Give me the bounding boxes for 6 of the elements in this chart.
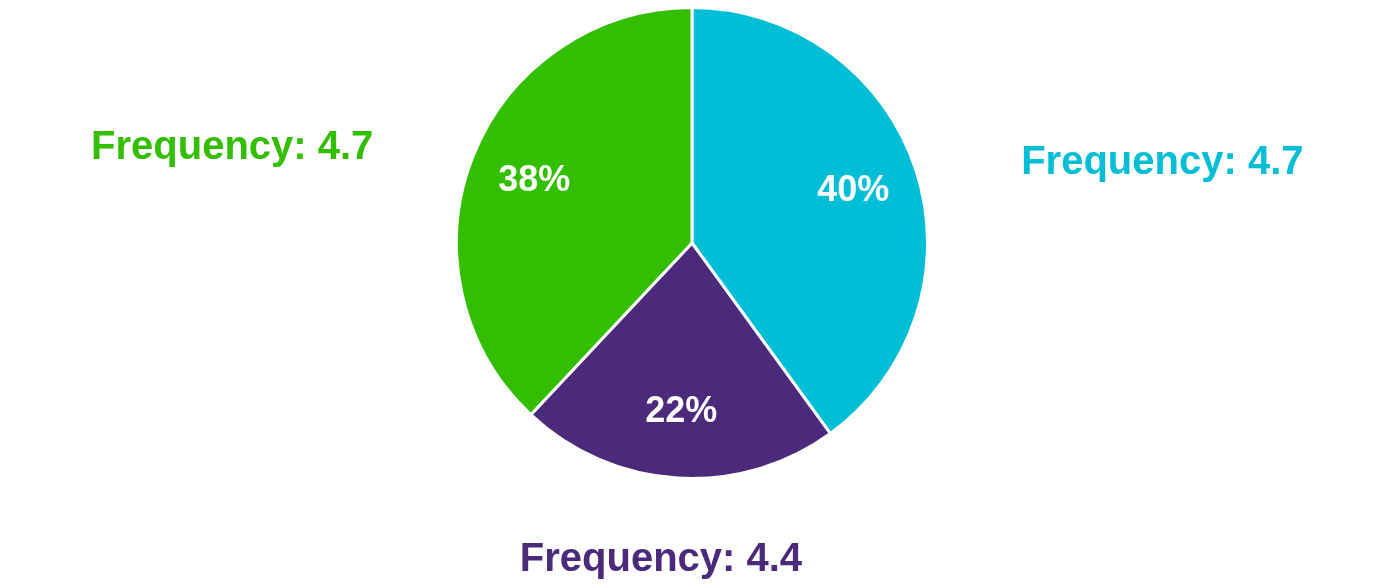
text: Frequency: 4.7 [91,122,374,167]
data-label: 40% [817,167,890,209]
text: Frequency: 4.7 [1021,137,1304,182]
data-label: 38% [498,157,571,199]
data-label: 22% [645,389,718,431]
text: Frequency: 4.4 [519,535,803,580]
